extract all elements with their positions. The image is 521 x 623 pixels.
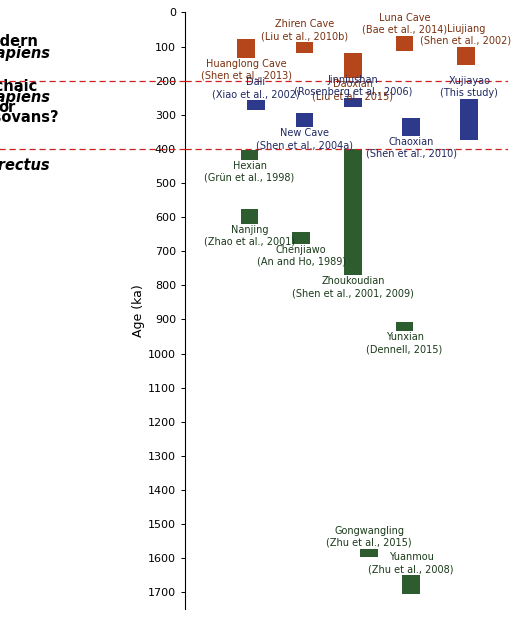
Text: Chenjiawo
(An and Ho, 1989): Chenjiawo (An and Ho, 1989) (257, 245, 346, 267)
Bar (292, 232, 310, 244)
Bar (457, 47, 475, 65)
Bar (344, 54, 362, 78)
Bar (241, 150, 258, 159)
Bar (295, 113, 313, 127)
Bar (295, 42, 313, 53)
Text: Modern: Modern (0, 34, 39, 49)
Text: Jinniushan
(Rosenberg et al., 2006): Jinniushan (Rosenberg et al., 2006) (294, 75, 412, 97)
Text: Gongwangling
(Zhu et al., 2015): Gongwangling (Zhu et al., 2015) (326, 526, 412, 548)
Bar (238, 39, 255, 58)
Text: Zhoukoudian
(Shen et al., 2001, 2009): Zhoukoudian (Shen et al., 2001, 2009) (292, 276, 414, 298)
Bar (461, 100, 478, 140)
Text: Zhiren Cave
(Liu et al., 2010b): Zhiren Cave (Liu et al., 2010b) (261, 19, 348, 42)
Text: H. sapiens: H. sapiens (0, 46, 51, 61)
Text: Denisovans?: Denisovans? (0, 110, 59, 125)
Text: New Cave
(Shen et al., 2004a): New Cave (Shen et al., 2004a) (256, 128, 353, 150)
Text: or: or (0, 100, 16, 115)
Text: Yunxian
(Dennell, 2015): Yunxian (Dennell, 2015) (366, 332, 443, 354)
Text: Xujiayao
(This study): Xujiayao (This study) (440, 77, 498, 98)
Text: Chaoxian
(Shen et al., 2010): Chaoxian (Shen et al., 2010) (366, 137, 456, 159)
Bar (344, 98, 362, 107)
Bar (402, 118, 420, 136)
Bar (344, 149, 362, 275)
Text: Archaic: Archaic (0, 79, 38, 94)
Bar (396, 322, 414, 331)
Text: Nanjing
(Zhao et al., 2001): Nanjing (Zhao et al., 2001) (204, 225, 295, 247)
Text: Liujiang
(Shen et al., 2002): Liujiang (Shen et al., 2002) (420, 24, 512, 45)
Text: Daoxian
(Liu et al., 2015): Daoxian (Liu et al., 2015) (313, 79, 393, 102)
Text: H. sapiens: H. sapiens (0, 90, 51, 105)
Text: Dali
(Xiao et al., 2002): Dali (Xiao et al., 2002) (212, 77, 300, 100)
Text: Hexian
(Grün et al., 1998): Hexian (Grün et al., 1998) (204, 161, 295, 183)
Bar (247, 100, 265, 110)
Text: Luna Cave
(Bae et al., 2014): Luna Cave (Bae et al., 2014) (362, 12, 447, 35)
Text: Huanglong Cave
(Shen et al., 2013): Huanglong Cave (Shen et al., 2013) (201, 59, 292, 80)
Bar (396, 36, 414, 50)
Y-axis label: Age (ka): Age (ka) (132, 285, 145, 337)
Text: H. erectus: H. erectus (0, 158, 49, 173)
Text: Yuanmou
(Zhu et al., 2008): Yuanmou (Zhu et al., 2008) (368, 552, 454, 574)
Bar (360, 549, 378, 558)
Bar (402, 575, 420, 594)
Bar (241, 209, 258, 224)
